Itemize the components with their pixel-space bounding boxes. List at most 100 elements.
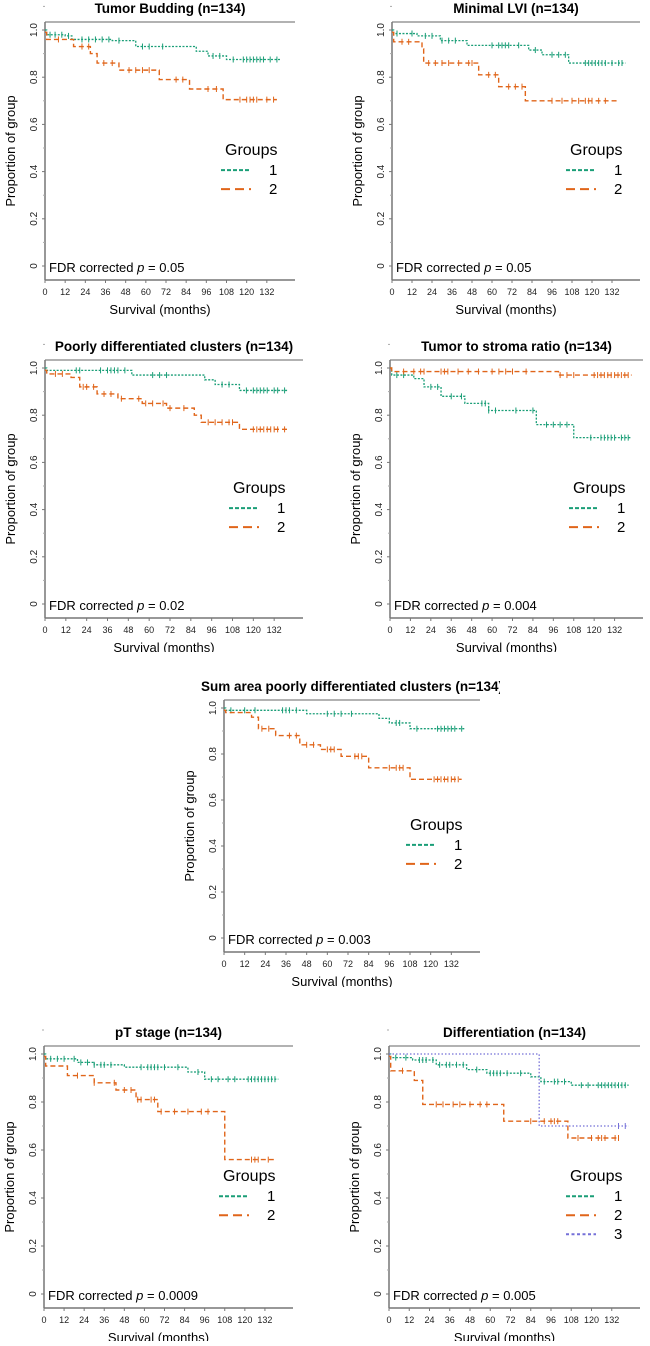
y-tick-label: 0.8: [373, 1095, 384, 1109]
legend-label-group-1: 1: [267, 1188, 275, 1205]
fdr-p-value-annotation: FDR corrected p = 0.05: [396, 260, 532, 275]
x-tick-label: 96: [384, 959, 394, 969]
legend-label-group-1: 1: [277, 500, 285, 517]
x-tick-label: 24: [427, 287, 437, 297]
x-tick-label: 84: [526, 1315, 536, 1325]
y-tick-label: 0.4: [208, 839, 219, 853]
x-tick-label: 48: [119, 1315, 129, 1325]
x-tick-label: 96: [201, 287, 211, 297]
x-tick-label: 108: [402, 959, 417, 969]
x-tick-label: 48: [123, 625, 133, 635]
x-tick-label: 12: [407, 287, 417, 297]
y-tick-label: 0.6: [28, 1143, 39, 1157]
x-tick-label: 0: [389, 287, 394, 297]
x-tick-label: 120: [587, 625, 602, 635]
y-tick-label: 1.0: [28, 1047, 39, 1061]
legend-title: Groups: [225, 142, 277, 159]
km-curve-group-1: [224, 707, 466, 730]
y-tick-label: 0.2: [28, 1239, 39, 1253]
km-curve-group-3: [389, 1053, 629, 1127]
km-curve-group-2: [390, 367, 632, 376]
x-tick-label: 132: [267, 625, 282, 635]
km-curve-group-1: [389, 1053, 629, 1086]
x-tick-label: 36: [446, 625, 456, 635]
chart-title: Sum area poorly differentiated clusters …: [201, 679, 500, 694]
y-tick-label: 0.8: [374, 408, 385, 422]
x-tick-label: 12: [60, 287, 70, 297]
x-tick-label: 36: [445, 1315, 455, 1325]
y-tick-label: 0.6: [376, 117, 387, 131]
x-tick-label: 72: [343, 959, 353, 969]
x-tick-label: 12: [240, 959, 250, 969]
x-tick-label: 96: [207, 625, 217, 635]
x-tick-label: 96: [547, 287, 557, 297]
x-tick-label: 84: [186, 625, 196, 635]
legend-title: Groups: [573, 480, 625, 497]
y-axis-label: Proportion of group: [348, 433, 363, 544]
x-axis-label: Survival (months): [454, 1330, 555, 1341]
legend-label-group-1: 1: [614, 1188, 622, 1205]
chart-title: Minimal LVI (n=134): [453, 1, 578, 16]
y-tick-label: 1.0: [376, 23, 387, 37]
legend-title: Groups: [233, 480, 285, 497]
km-panel-pt-stage: pT stage (n=134) 0 0.2 0.4 0.6 0.8 1.0 Proporti…: [0, 1010, 325, 1345]
km-curve-group-1: [44, 1053, 279, 1080]
x-tick-label: 72: [159, 1315, 169, 1325]
x-tick-label: 24: [260, 959, 270, 969]
x-tick-label: 120: [246, 625, 261, 635]
x-tick-label: 36: [447, 287, 457, 297]
x-tick-label: 48: [465, 1315, 475, 1325]
km-chart-sum-area-pdc: Sum area poorly differentiated clusters …: [182, 679, 503, 989]
x-tick-label: 48: [121, 287, 131, 297]
fdr-p-value-annotation: FDR corrected p = 0.004: [394, 598, 537, 613]
fdr-p-value-annotation: FDR corrected p = 0.05: [49, 260, 185, 275]
y-axis-label: Proportion of group: [347, 1121, 362, 1232]
x-tick-label: 72: [507, 625, 517, 635]
km-curve-group-1: [390, 367, 632, 439]
y-tick-label: 0.8: [208, 747, 219, 761]
y-tick-label: 0.4: [376, 164, 387, 178]
y-axis-label: Proportion of group: [182, 770, 197, 881]
x-tick-label: 60: [144, 625, 154, 635]
x-tick-label: 48: [467, 287, 477, 297]
x-tick-label: 60: [141, 287, 151, 297]
y-tick-label: 0: [208, 935, 219, 941]
y-tick-label: 1.0: [29, 23, 40, 37]
x-tick-label: 132: [604, 1315, 619, 1325]
x-axis-label: Survival (months): [455, 302, 556, 317]
y-tick-label: 1.0: [29, 361, 40, 375]
km-panel-tumor-stroma-ratio: Tumor to stroma ratio (n=134) 0 0.2 0.4 0.6 0…: [325, 330, 650, 655]
x-tick-label: 96: [200, 1315, 210, 1325]
km-panel-tumor-budding: Tumor Budding (n=134) 0 0.2 0.4 0.6 0.8 1.0 Pro…: [0, 0, 325, 322]
legend-label-group-1: 1: [454, 837, 462, 854]
y-tick-label: 1.0: [374, 361, 385, 375]
legend-title: Groups: [410, 817, 462, 834]
y-tick-label: 0.6: [374, 455, 385, 469]
x-tick-label: 108: [219, 287, 234, 297]
x-tick-label: 36: [102, 625, 112, 635]
y-tick-label: 0.2: [376, 211, 387, 225]
y-axis-label: Proportion of group: [350, 95, 365, 206]
chart-title: Tumor to stroma ratio (n=134): [421, 339, 612, 354]
y-tick-label: 0.4: [373, 1191, 384, 1205]
y-tick-label: 0: [373, 1291, 384, 1297]
x-tick-label: 60: [487, 625, 497, 635]
km-chart-poorly-differentiated-clusters: Poorly differentiated clusters (n=134) 0 0…: [3, 339, 303, 655]
x-tick-label: 0: [42, 287, 47, 297]
x-axis-label: Survival (months): [291, 974, 392, 987]
x-tick-label: 108: [566, 625, 581, 635]
km-chart-tumor-budding: Tumor Budding (n=134) 0 0.2 0.4 0.6 0.8 1.0 Pro…: [3, 1, 295, 317]
y-tick-label: 0.4: [29, 502, 40, 516]
chart-title: pT stage (n=134): [115, 1025, 222, 1040]
y-tick-label: 0.6: [373, 1143, 384, 1157]
chart-title: Tumor Budding (n=134): [95, 1, 246, 16]
x-tick-label: 132: [607, 625, 622, 635]
chart-title: Differentiation (n=134): [443, 1025, 586, 1040]
y-tick-label: 0.2: [208, 885, 219, 899]
x-tick-label: 108: [564, 287, 579, 297]
y-tick-label: 0.2: [373, 1239, 384, 1253]
x-tick-label: 72: [165, 625, 175, 635]
y-tick-label: 0.2: [29, 211, 40, 225]
x-axis-label: Survival (months): [109, 302, 210, 317]
y-tick-label: 0.8: [376, 70, 387, 84]
